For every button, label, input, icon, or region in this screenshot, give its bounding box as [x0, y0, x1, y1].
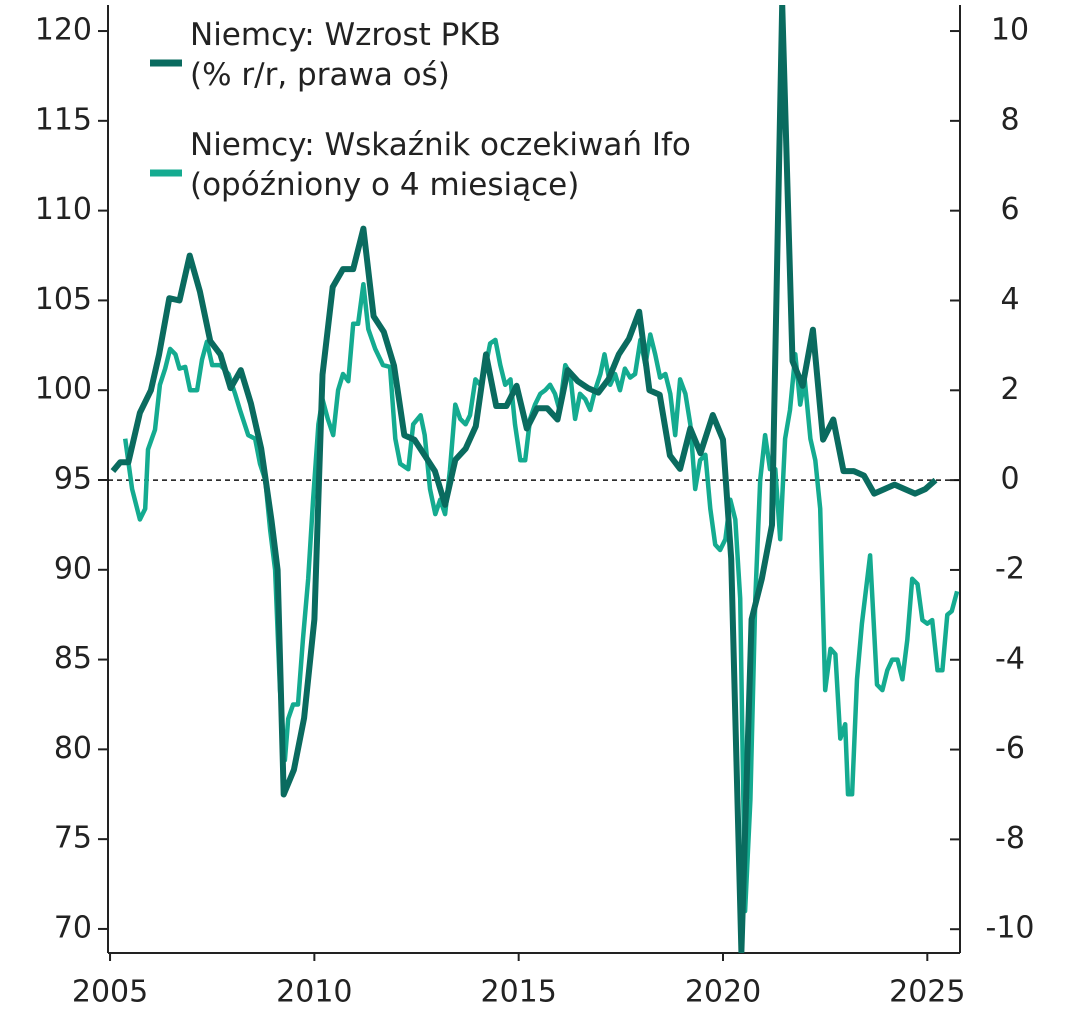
y2-tick-label: 4 [1000, 282, 1019, 317]
x-tick-label: 2025 [889, 975, 965, 1010]
y2-tick-label: -8 [995, 821, 1025, 856]
y-tick-label: 85 [54, 641, 92, 676]
x-tick-label: 2015 [480, 975, 556, 1010]
y-tick-label: 120 [35, 13, 92, 48]
series-line [110, 5, 938, 953]
y-tick-label: 100 [35, 372, 92, 407]
x-tick-label: 2020 [685, 975, 761, 1010]
y-tick-label: 90 [54, 551, 92, 586]
y-tick-label: 115 [35, 102, 92, 137]
plot-area [110, 5, 960, 953]
y2-tick-label: 8 [1000, 102, 1019, 137]
y-tick-label: 105 [35, 282, 92, 317]
legend-label: Niemcy: Wskaźnik oczekiwań Ifo (opóźnion… [190, 127, 691, 203]
series-line [122, 281, 960, 914]
y2-tick-label: 0 [1000, 462, 1019, 497]
y2-tick-label: 6 [1000, 192, 1019, 227]
y2-tick-label: 10 [991, 13, 1029, 48]
y2-tick-label: -6 [995, 731, 1025, 766]
x-tick-label: 2010 [276, 975, 352, 1010]
legend-label: Niemcy: Wzrost PKB (% r/r, prawa oś) [190, 17, 501, 93]
y-tick-label: 110 [35, 192, 92, 227]
y2-tick-label: -4 [995, 641, 1025, 676]
y-tick-label: 95 [54, 461, 92, 496]
y2-tick-label: 2 [1000, 372, 1019, 407]
y-tick-label: 75 [54, 821, 92, 856]
y2-tick-label: -2 [995, 551, 1025, 586]
y2-tick-label: -10 [986, 911, 1035, 946]
y-tick-label: 80 [54, 731, 92, 766]
x-tick-label: 2005 [72, 975, 148, 1010]
y-tick-label: 70 [54, 910, 92, 945]
